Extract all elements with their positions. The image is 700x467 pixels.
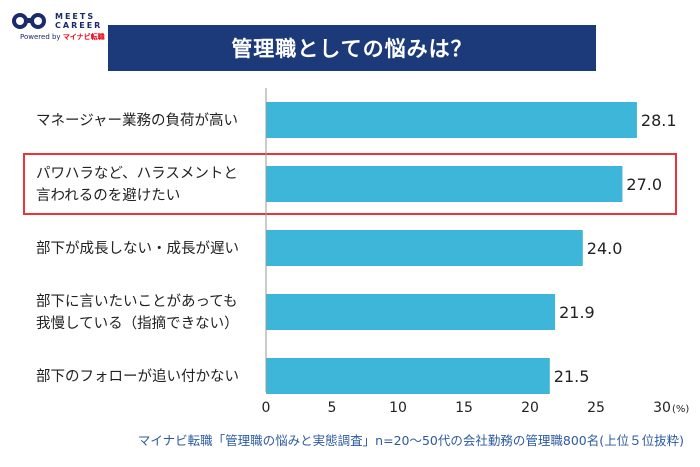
x-axis-unit: (%): [672, 404, 689, 415]
partner-name: マイナビ転職: [62, 33, 105, 41]
category-label: 部下が成長しない・成長が遅い: [36, 240, 239, 257]
highlight-box: [23, 153, 677, 215]
bar: [266, 166, 623, 202]
powered-by: Powered by マイナビ転職: [20, 32, 105, 42]
x-tick-label: 0: [262, 400, 271, 416]
bar-value-label: 21.5: [554, 367, 590, 386]
bar-value-label: 24.0: [587, 239, 623, 258]
x-tick-label: 30: [653, 400, 671, 416]
x-tick-label: 15: [455, 400, 473, 416]
x-tick-label: 5: [328, 400, 337, 416]
bar-value-label: 28.1: [641, 111, 677, 130]
category-label: 言われるのを避けたい: [36, 187, 180, 204]
bar-value-label: 27.0: [626, 175, 662, 194]
binoculars-icon: [12, 13, 46, 29]
x-tick-label: 10: [389, 400, 407, 416]
brand-name-line1: MEETS: [55, 12, 96, 21]
bar: [266, 102, 637, 138]
bar: [266, 230, 583, 266]
bar: [266, 294, 556, 330]
brand-name-line2: CAREER: [55, 21, 103, 30]
x-tick-label: 25: [587, 400, 605, 416]
x-tick-label: 20: [521, 400, 539, 416]
powered-by-label: Powered by: [20, 33, 61, 41]
chart-title: 管理職としての悩みは？: [108, 25, 596, 71]
category-label: パワハラなど、ハラスメントと: [36, 165, 238, 182]
category-label: マネージャー業務の負荷が高い: [36, 112, 238, 129]
category-label: 部下に言いたいことがあっても: [36, 293, 238, 310]
brand-logo: MEETS CAREER Powered by マイナビ転職: [10, 8, 120, 42]
brand-name: MEETS CAREER: [55, 12, 102, 30]
category-label: 部下のフォローが追い付かない: [36, 368, 239, 385]
category-label: 我慢している（指摘できない）: [36, 314, 239, 332]
bar-value-label: 21.9: [559, 303, 595, 322]
source-note: マイナビ転職「管理職の悩みと実態調査」n=20〜50代の会社勤務の管理職800名…: [137, 433, 684, 448]
bar: [266, 358, 550, 394]
